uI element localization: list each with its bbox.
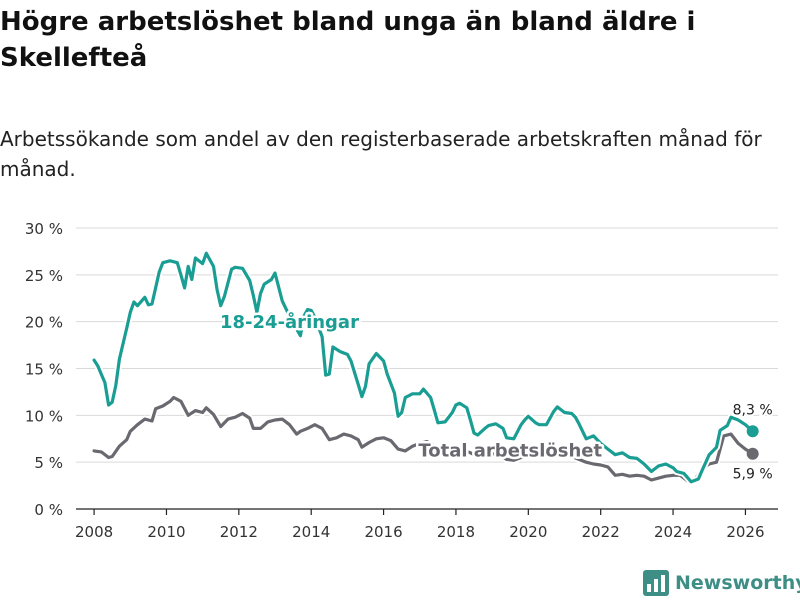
series-name-label: Total arbetslöshet xyxy=(418,441,602,462)
x-tick-label: 2010 xyxy=(147,523,185,541)
x-tick-label: 2008 xyxy=(75,523,113,541)
line-chart: 0 % 5 % 10 % 15 % 20 % 25 % 30 % 2008 2010 2012 20… xyxy=(25,220,778,541)
x-tick-label: 2014 xyxy=(292,523,330,541)
chart-title: Högre arbetslöshet bland unga än bland ä… xyxy=(0,7,696,73)
series-labels: Total arbetslöshet 18-24-åringar 8,3 % 5,9 … xyxy=(218,309,775,485)
end-value-label: 5,9 % xyxy=(733,467,773,483)
grid-lines xyxy=(76,227,778,463)
x-tick-label: 2012 xyxy=(220,523,258,541)
series-lines xyxy=(90,249,759,486)
y-tick-label: 15 % xyxy=(25,361,63,379)
y-tick-label: 20 % xyxy=(25,314,63,332)
bar-chart-logo-icon xyxy=(643,570,669,596)
x-tick-label: 2018 xyxy=(437,523,475,541)
x-tick-label: 2016 xyxy=(364,523,402,541)
series-end-point xyxy=(746,447,759,460)
end-value-label: 8,3 % xyxy=(733,402,773,418)
chart-subtitle: Arbetssökande som andel av den registerb… xyxy=(0,127,762,181)
y-tick-label: 0 % xyxy=(34,501,63,519)
y-tick-label: 10 % xyxy=(25,407,63,425)
y-tick-label: 25 % xyxy=(25,267,63,285)
series-name-label: 18-24-åringar xyxy=(220,311,359,333)
brand-name: Newsworthy xyxy=(675,572,800,594)
x-tick-label: 2026 xyxy=(726,523,764,541)
series-line-18-24-ringar xyxy=(92,251,755,484)
axes: 0 % 5 % 10 % 15 % 20 % 25 % 30 % 2008 2010 2012 20… xyxy=(25,220,778,541)
x-tick-label: 2022 xyxy=(582,523,620,541)
y-tick-label: 5 % xyxy=(34,454,63,472)
y-tick-label: 30 % xyxy=(25,220,63,238)
newsworthy-brand: Newsworthy xyxy=(643,568,800,598)
x-tick-label: 2024 xyxy=(654,523,692,541)
series-line-total-arbetsl-shet xyxy=(92,395,755,483)
series-end-point xyxy=(746,425,759,438)
x-tick-label: 2020 xyxy=(509,523,547,541)
